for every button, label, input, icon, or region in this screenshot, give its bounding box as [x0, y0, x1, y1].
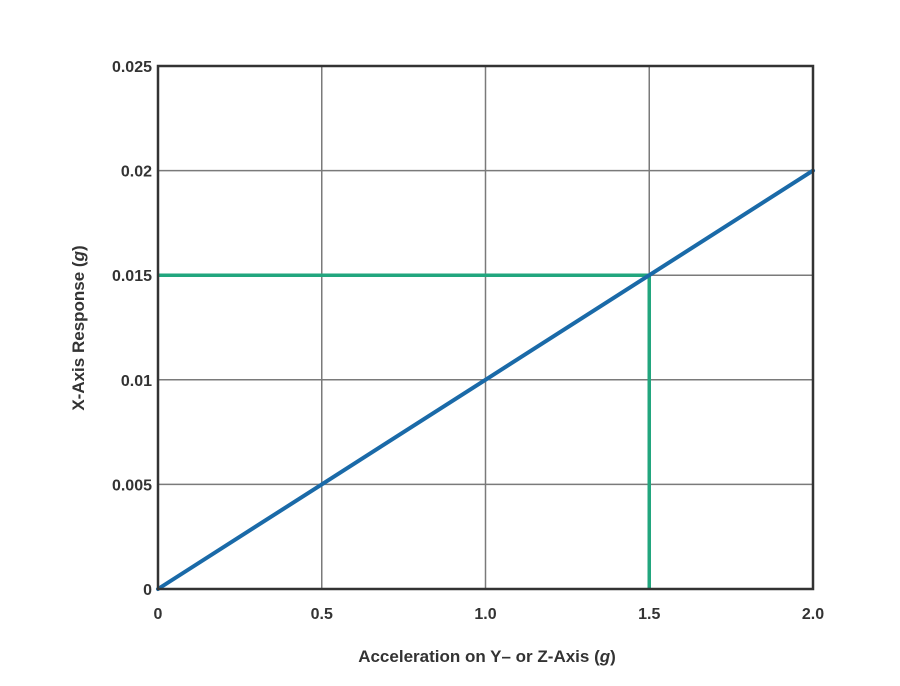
y-tick-label: 0.025: [112, 59, 152, 76]
y-tick-label: 0.015: [112, 268, 152, 285]
x-tick-label: 1.0: [474, 606, 496, 623]
y-axis-title: X-Axis Response (g): [69, 245, 88, 410]
x-axis-title-suffix: ): [610, 647, 616, 666]
y-axis-title-unit: g: [69, 250, 88, 262]
x-tick-label: 2.0: [802, 606, 824, 623]
x-axis-title: Acceleration on Y– or Z-Axis (g): [358, 647, 616, 666]
y-axis-title-prefix: X-Axis Response (: [69, 261, 88, 411]
y-tick-label: 0.01: [121, 373, 152, 390]
x-tick-label: 0.5: [311, 606, 333, 623]
x-tick-label: 1.5: [638, 606, 660, 623]
y-axis-title-suffix: ): [69, 245, 88, 251]
series-line: [156, 168, 815, 591]
x-axis-title-unit: g: [599, 647, 611, 666]
guide-lines: [158, 273, 651, 589]
grid-lines: [158, 66, 813, 589]
plot-frame: [156, 64, 815, 591]
series-lines: [156, 168, 815, 591]
y-tick-label: 0.005: [112, 477, 152, 494]
x-tick-label: 0: [154, 606, 163, 623]
tick-labels: 0 0.5 1.0 1.5 2.0 0 0.005 0.01 0.015 0.02 0.025: [112, 59, 824, 623]
y-tick-label: 0.02: [121, 164, 152, 181]
y-tick-label: 0: [143, 582, 152, 599]
x-axis-title-prefix: Acceleration on Y– or Z-Axis (: [358, 647, 600, 666]
